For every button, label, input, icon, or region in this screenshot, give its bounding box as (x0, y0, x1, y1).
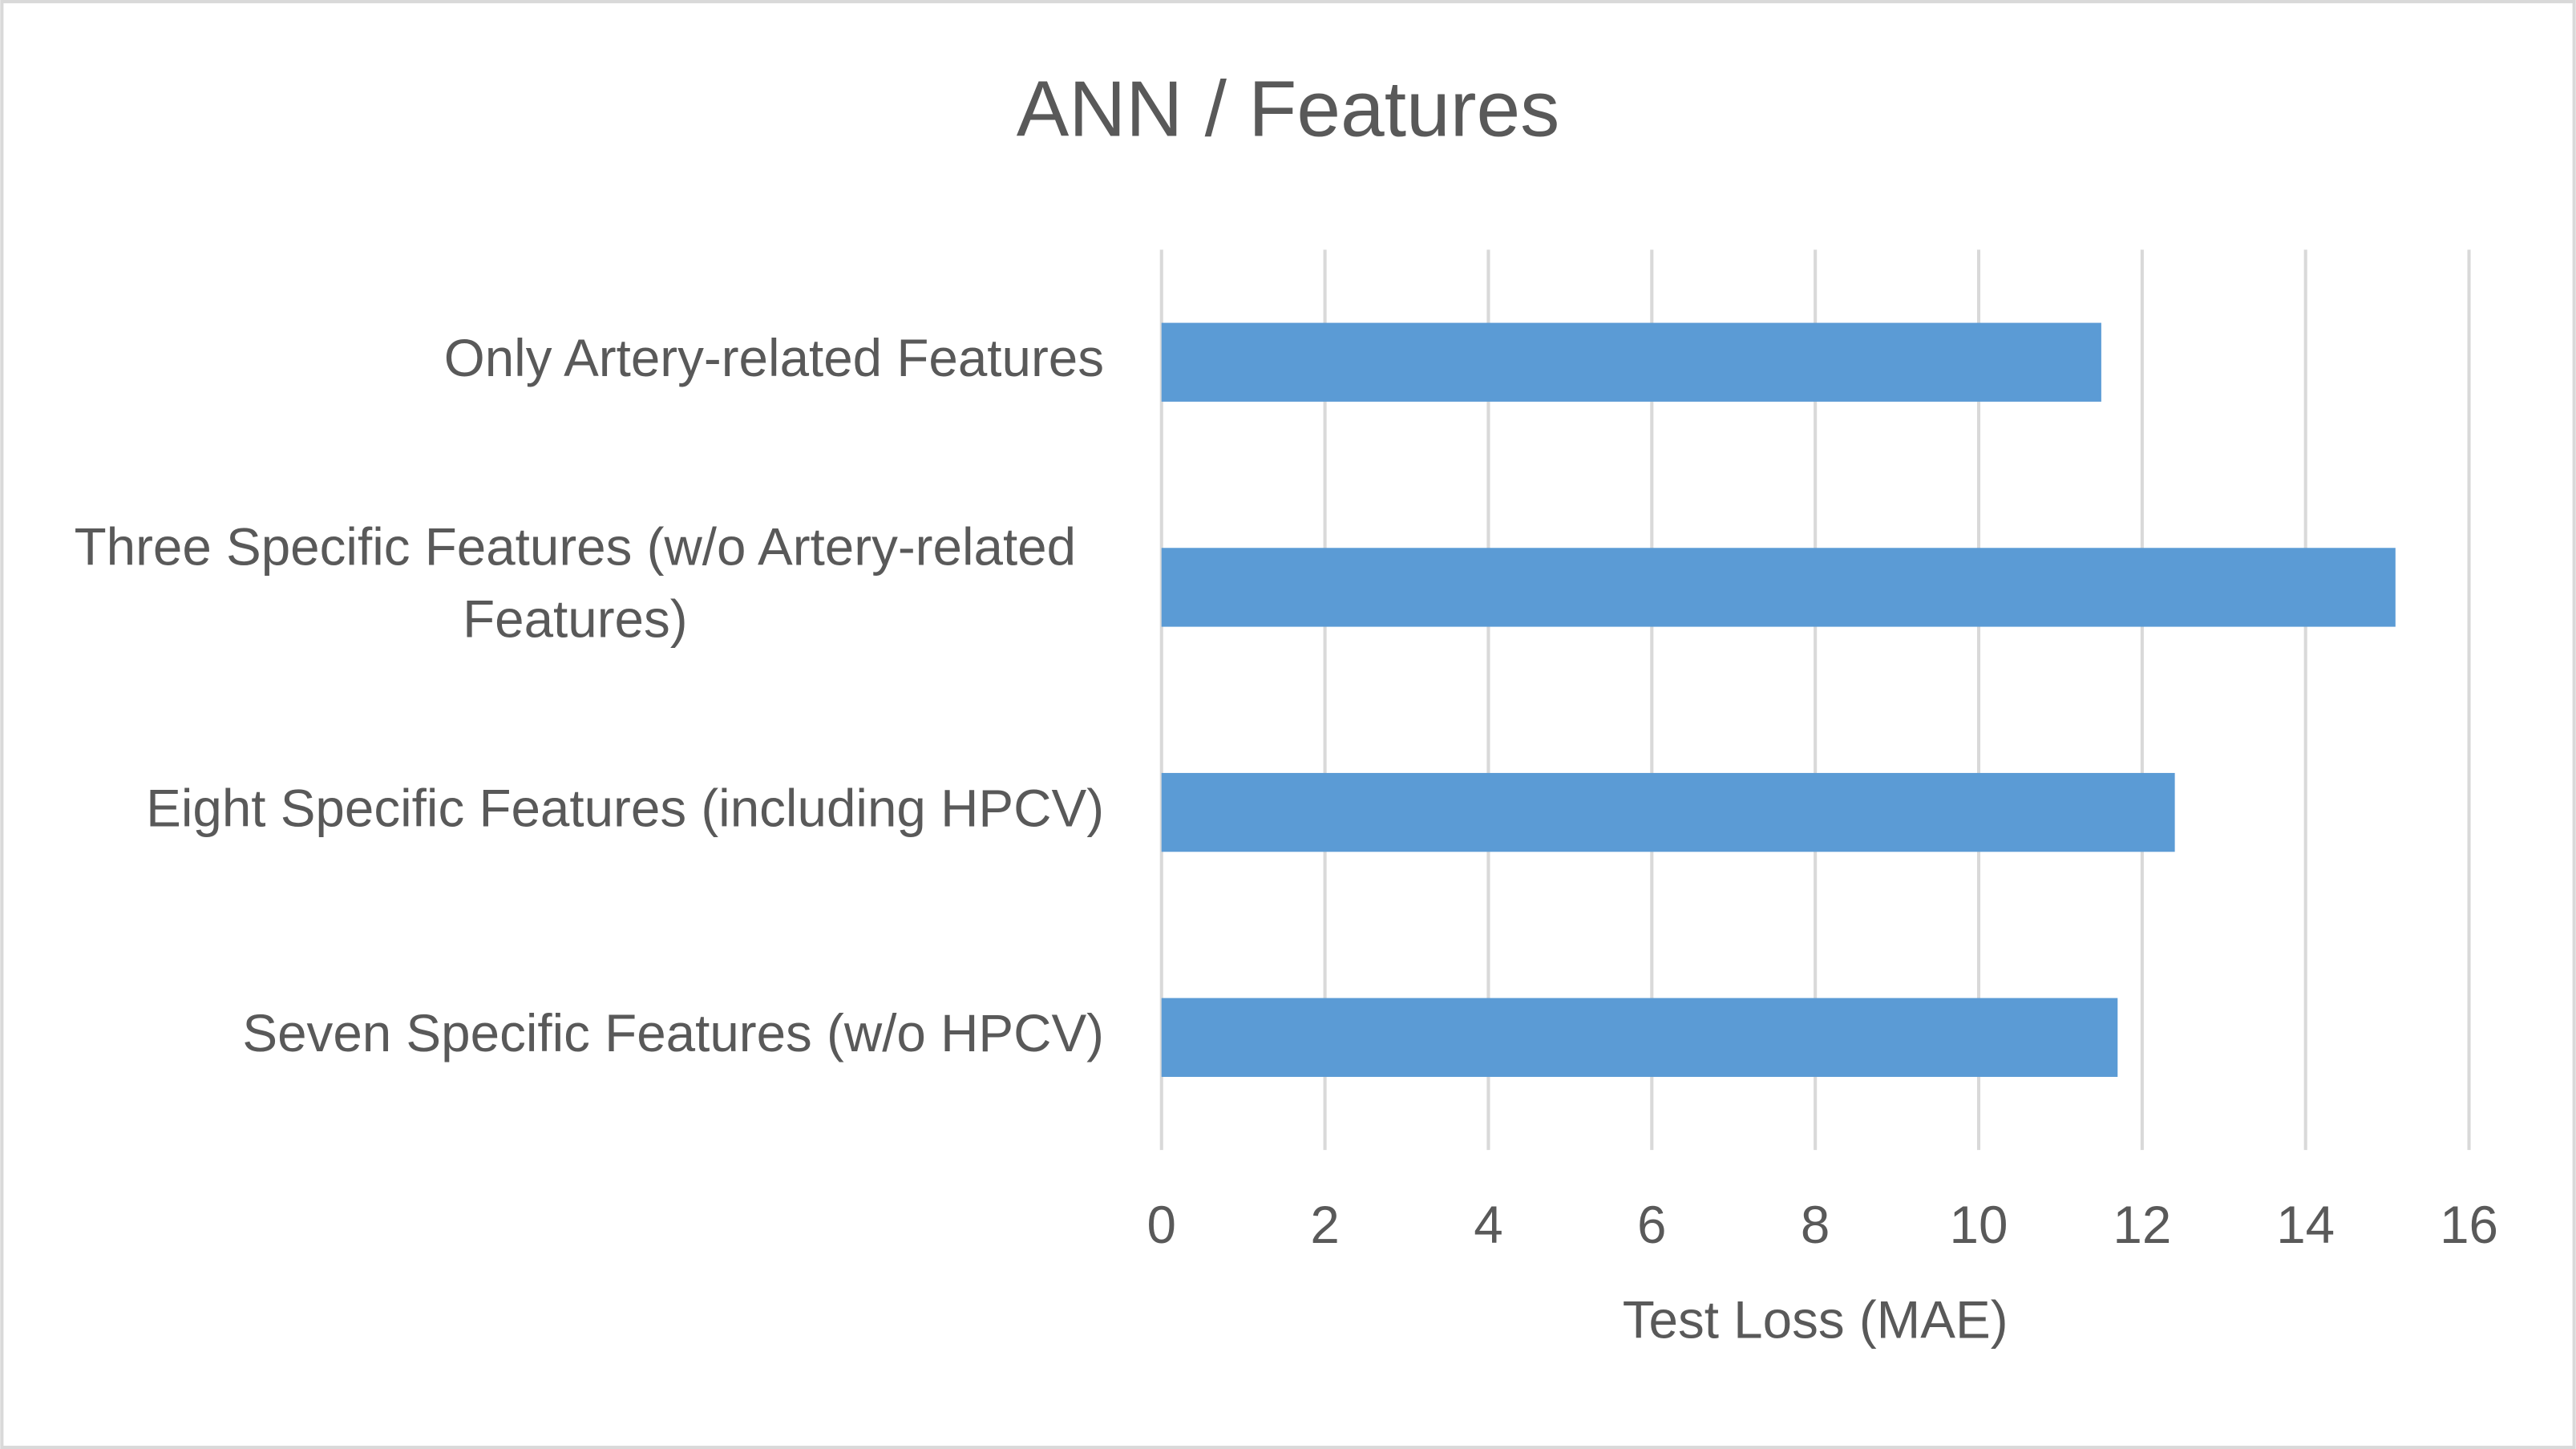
y-tick-label: Eight Specific Features (including HPCV) (146, 779, 1104, 837)
x-tick-label: 6 (1637, 1196, 1666, 1254)
x-tick-label: 12 (2113, 1196, 2171, 1254)
x-tick-label: 10 (1950, 1196, 2008, 1254)
x-tick-label: 0 (1147, 1196, 1176, 1254)
bar (1161, 322, 2101, 402)
x-tick-label: 8 (1801, 1196, 1830, 1254)
x-tick-label: 2 (1310, 1196, 1339, 1254)
y-tick-label: Seven Specific Features (w/o HPCV) (242, 1004, 1104, 1062)
y-tick-label: Three Specific Features (w/o Artery-rela… (75, 518, 1077, 649)
bar (1161, 772, 2175, 852)
chart-title: ANN / Features (1017, 64, 1560, 152)
y-tick-label: Only Artery-related Features (444, 329, 1104, 387)
bar (1161, 548, 2396, 627)
bar (1161, 998, 2118, 1077)
x-tick-label: 16 (2440, 1196, 2498, 1254)
x-tick-label: 14 (2276, 1196, 2335, 1254)
x-axis-label: Test Loss (MAE) (1623, 1291, 2008, 1350)
x-tick-label: 4 (1474, 1196, 1502, 1254)
